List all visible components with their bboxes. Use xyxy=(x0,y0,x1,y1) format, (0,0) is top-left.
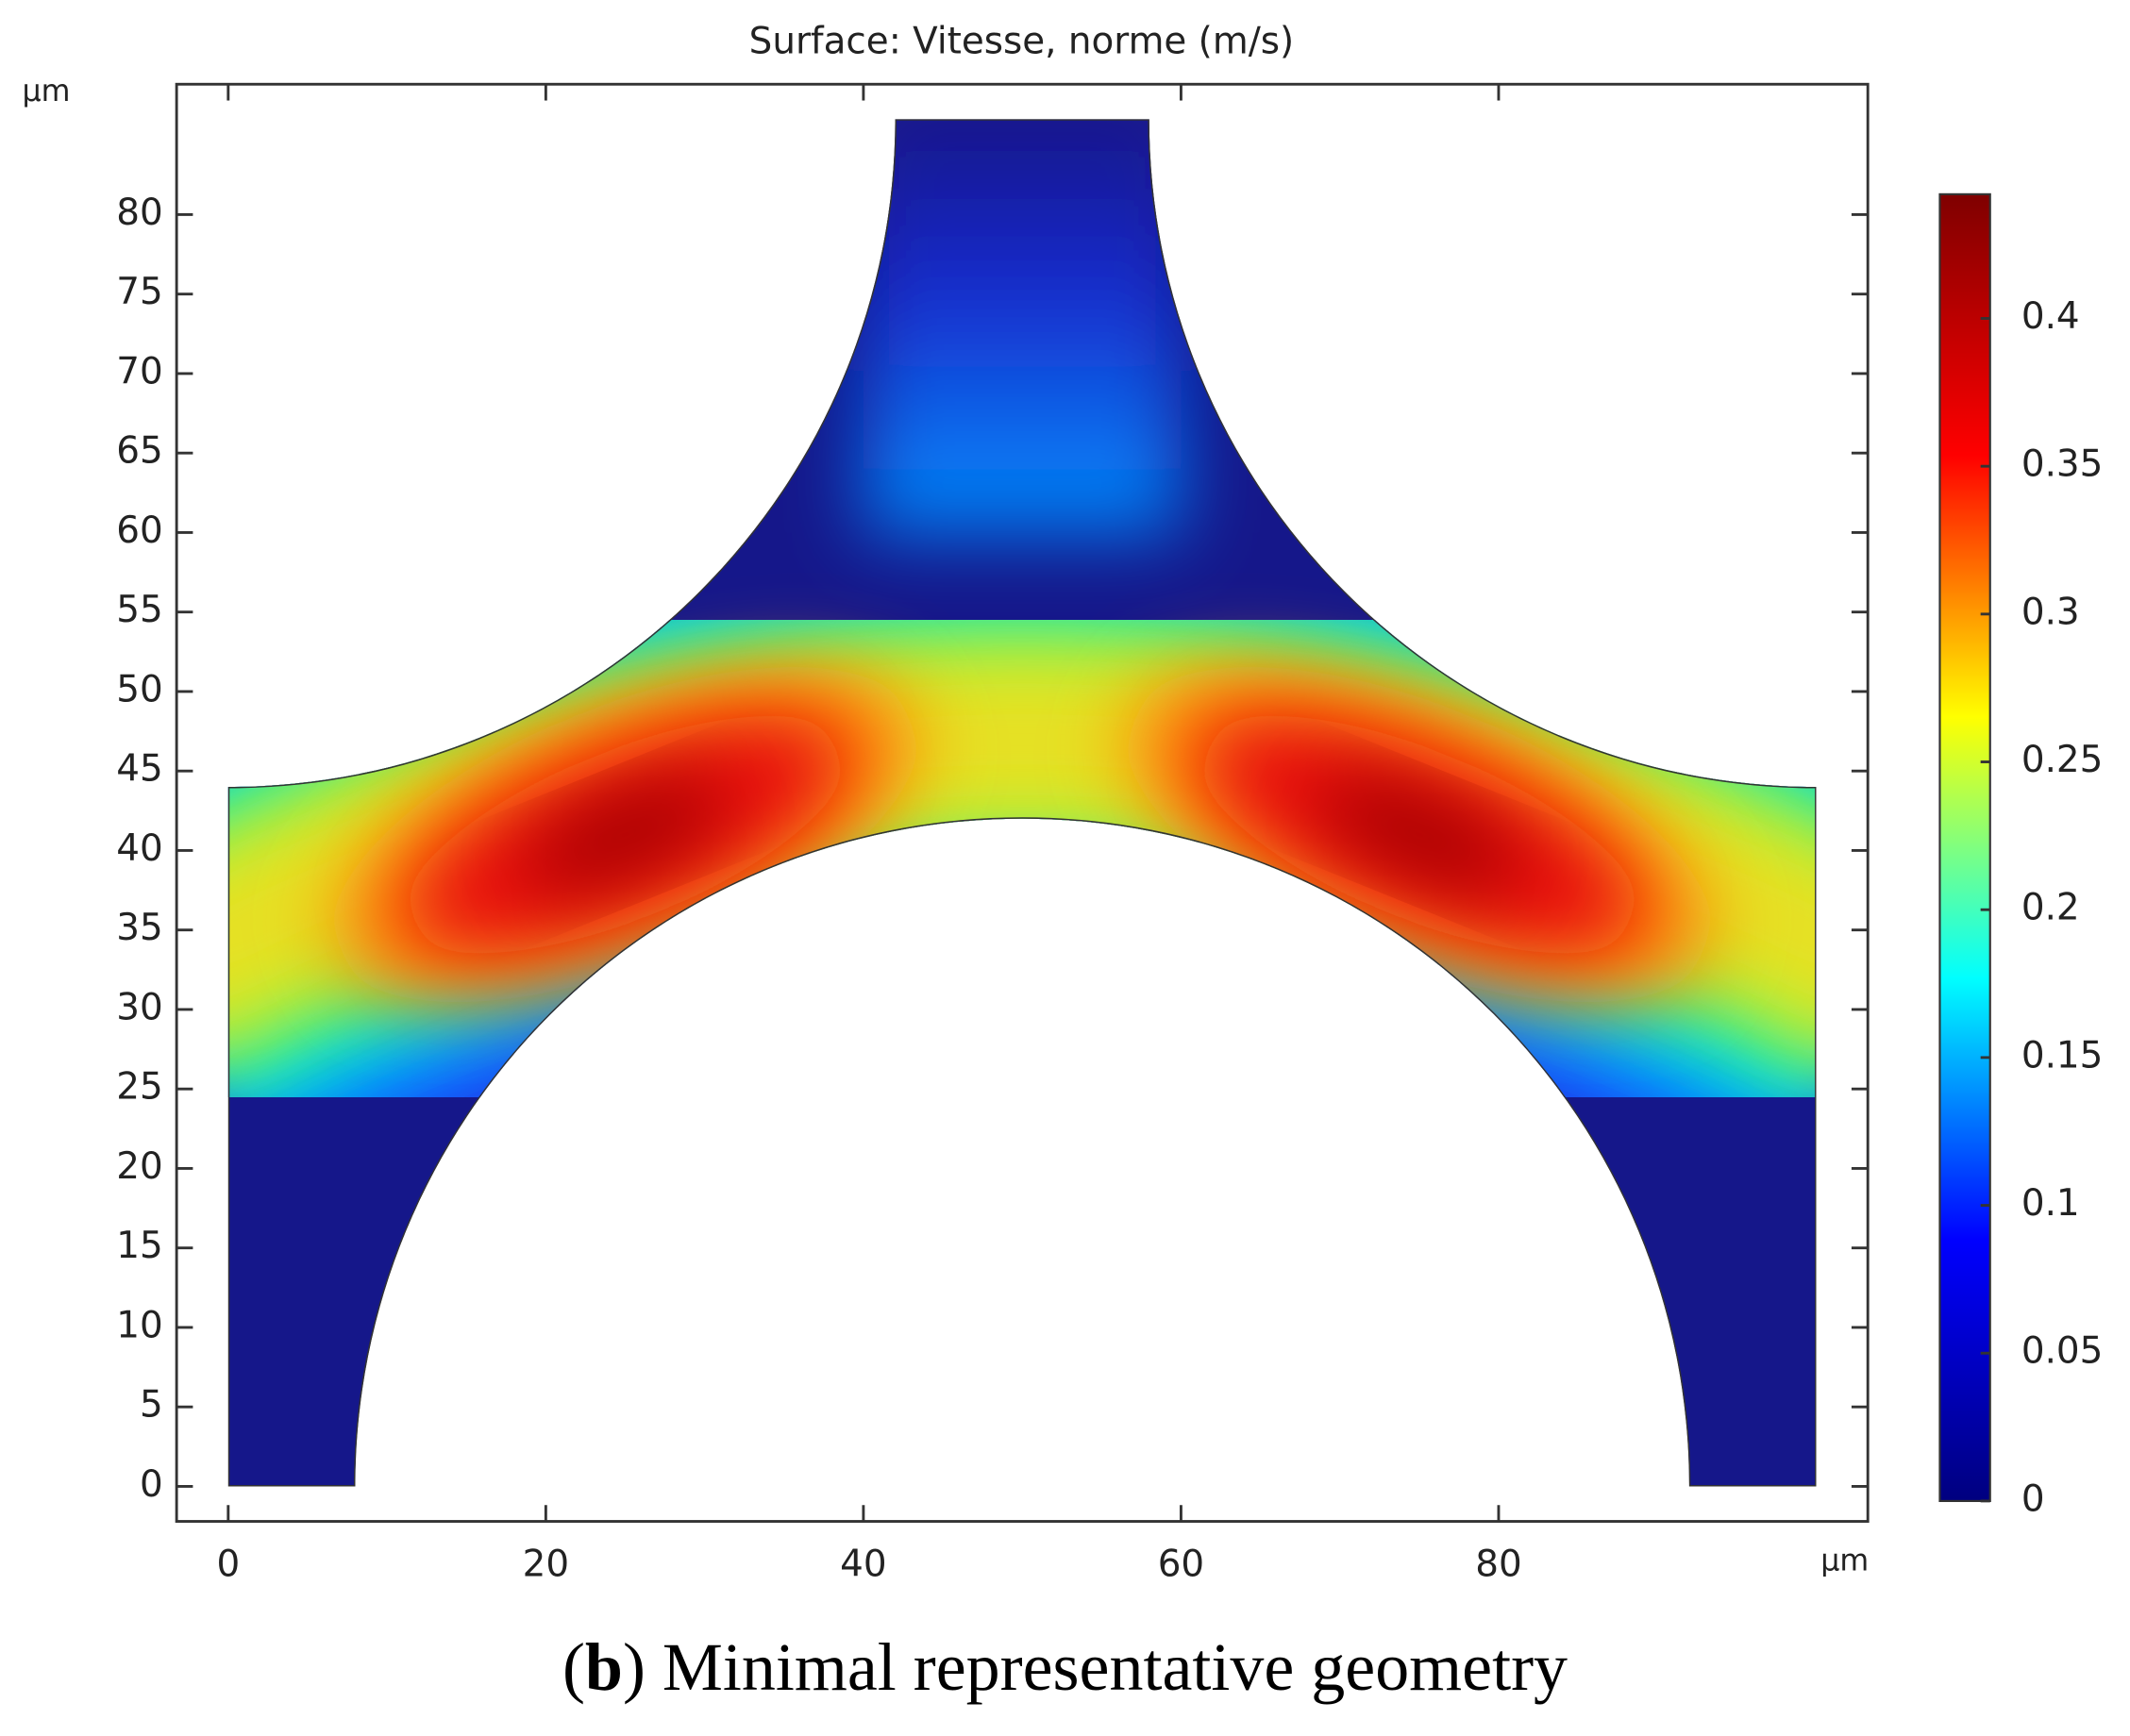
plot-frame xyxy=(175,82,1870,1523)
y-tick-label: 15 xyxy=(116,1225,162,1267)
y-tick-label: 80 xyxy=(116,192,162,234)
y-tick-label: 20 xyxy=(116,1145,162,1188)
y-tick-label: 10 xyxy=(116,1304,162,1346)
x-tick-label: 40 xyxy=(840,1544,886,1586)
y-unit: µm xyxy=(22,75,70,108)
colorbar-tick-label: 0.1 xyxy=(2021,1182,2080,1225)
y-tick-label: 50 xyxy=(116,668,162,710)
y-tick-label: 55 xyxy=(116,589,162,631)
x-tick-label: 20 xyxy=(523,1544,569,1586)
colorbar-tick-label: 0.35 xyxy=(2021,443,2104,486)
colorbar-tick-label: 0.3 xyxy=(2021,591,2080,633)
y-tick-label: 60 xyxy=(116,509,162,552)
x-tick-label: 0 xyxy=(216,1544,240,1586)
colorbar-tick-label: 0.15 xyxy=(2021,1034,2104,1077)
y-tick-label: 45 xyxy=(116,748,162,791)
y-tick-label: 5 xyxy=(140,1384,163,1427)
colorbar-tick-label: 0.25 xyxy=(2021,739,2104,781)
field-core xyxy=(1317,783,1521,887)
velocity-field xyxy=(227,119,1817,1487)
chart-title: Surface: Vitesse, norme (m/s) xyxy=(749,21,1295,63)
y-tick-label: 25 xyxy=(116,1066,162,1109)
y-tick-label: 0 xyxy=(140,1463,163,1506)
colorbar-tick-label: 0.4 xyxy=(2021,295,2080,338)
y-tick-label: 65 xyxy=(116,430,162,473)
y-tick-label: 35 xyxy=(116,907,162,949)
x-tick-label: 80 xyxy=(1475,1544,1521,1586)
colorbar-tick-label: 0 xyxy=(2021,1477,2045,1520)
field-core xyxy=(523,783,728,887)
caption: (b) Minimal representative geometry xyxy=(562,1628,1568,1704)
y-tick-label: 30 xyxy=(116,986,162,1028)
colorbar-tick-label: 0.05 xyxy=(2021,1330,2104,1373)
x-tick-label: 60 xyxy=(1158,1544,1204,1586)
x-unit: µm xyxy=(1820,1544,1869,1578)
colorbar xyxy=(1938,192,1991,1503)
colorbar-tick-label: 0.2 xyxy=(2021,887,2080,929)
y-tick-label: 75 xyxy=(116,271,162,313)
y-tick-label: 40 xyxy=(116,827,162,870)
y-tick-label: 70 xyxy=(116,350,162,392)
